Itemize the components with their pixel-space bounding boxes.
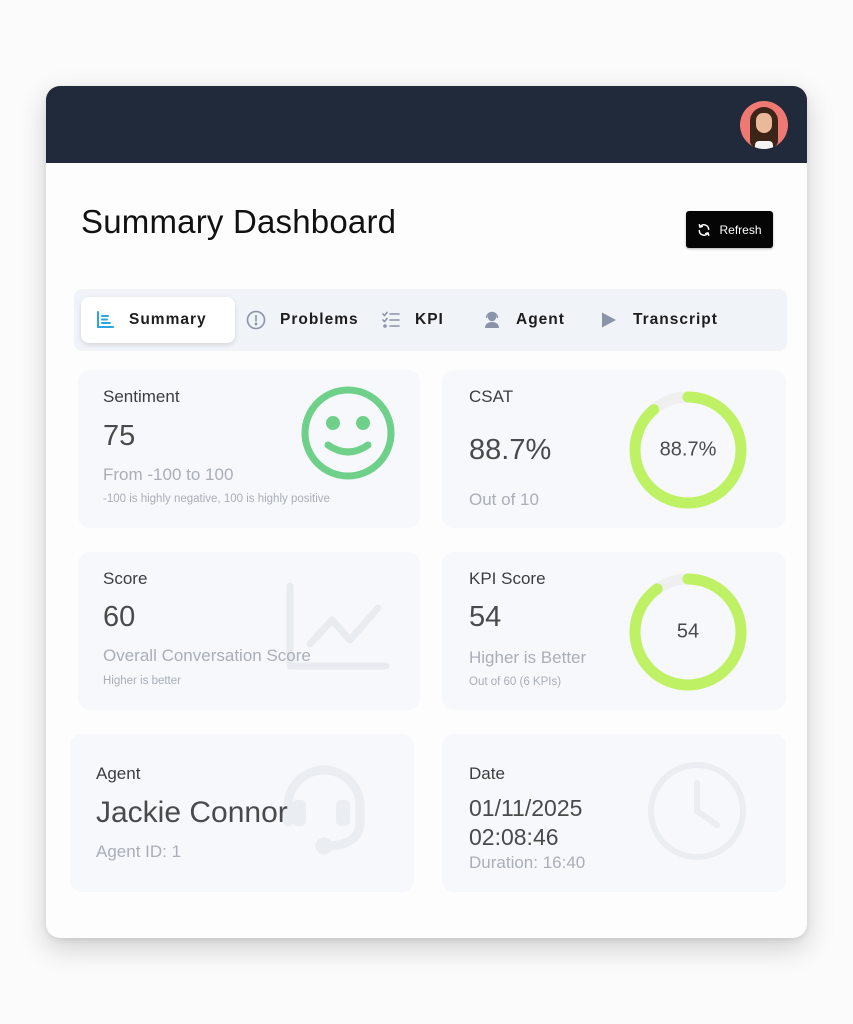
headset-agent-icon	[485, 311, 499, 328]
agent-card: Agent Jackie Connor Agent ID: 1	[70, 734, 414, 892]
line-chart-icon	[286, 582, 390, 670]
checklist-icon	[382, 311, 400, 328]
score-note: Higher is better	[103, 675, 181, 687]
csat-ring-value: 88.7%	[659, 438, 717, 461]
card-label: Score	[103, 569, 148, 588]
card-label: CSAT	[469, 387, 514, 406]
sentiment-value: 75	[103, 420, 136, 452]
refresh-label: Refresh	[719, 222, 762, 237]
refresh-button[interactable]: Refresh	[686, 211, 773, 248]
ring-chart-icon	[629, 391, 747, 509]
bar-list-icon	[97, 311, 114, 328]
top-bar	[46, 86, 807, 163]
kpi-note: Out of 60 (6 KPIs)	[469, 676, 562, 688]
avatar-shirt	[755, 141, 773, 149]
alert-circle-icon	[246, 310, 266, 330]
card-label: Sentiment	[103, 387, 180, 406]
csat-value: 88.7%	[469, 434, 552, 466]
time-value: 02:08:46	[469, 824, 559, 850]
ring-chart-icon	[629, 573, 747, 691]
csat-progress-ring: 88.7%	[628, 390, 748, 510]
kpi-card: KPI Score 54 Higher is Better Out of 60 …	[442, 552, 786, 710]
tab-transcript[interactable]: Transcript	[599, 297, 718, 343]
score-card: Score 60 Overall Conversation Score High…	[78, 552, 420, 710]
agent-id: Agent ID: 1	[96, 842, 182, 861]
tab-label: Problems	[280, 311, 359, 328]
score-description: Overall Conversation Score	[103, 646, 311, 665]
csat-card: CSAT 88.7% Out of 10 88.7%	[442, 370, 786, 528]
kpi-ring-value: 54	[676, 620, 700, 643]
duration-value: Duration: 16:40	[469, 853, 586, 872]
card-label: KPI Score	[469, 569, 546, 588]
tab-label: Agent	[516, 311, 565, 328]
avatar-face	[756, 113, 772, 133]
avatar[interactable]	[740, 101, 788, 149]
card-label: Agent	[96, 764, 141, 783]
kpi-progress-ring: 54	[628, 572, 748, 692]
card-label: Date	[469, 764, 505, 783]
tab-summary[interactable]: Summary	[81, 297, 235, 343]
tab-agent[interactable]: Agent	[482, 297, 565, 343]
date-value: 01/11/2025	[469, 795, 583, 821]
csat-note: Out of 10	[469, 490, 539, 509]
sentiment-range: From -100 to 100	[103, 465, 234, 484]
clock-icon	[648, 762, 746, 860]
play-icon	[602, 312, 616, 328]
tab-kpi[interactable]: KPI	[381, 297, 444, 343]
kpi-description: Higher is Better	[469, 648, 587, 667]
sentiment-card: Sentiment 75 From -100 to 100 -100 is hi…	[78, 370, 420, 528]
agent-name: Jackie Connor	[96, 796, 288, 829]
tab-problems[interactable]: Problems	[246, 297, 359, 343]
app-window: Summary Dashboard Refresh Summary Proble…	[46, 86, 807, 938]
tab-label: Summary	[129, 311, 207, 328]
score-value: 60	[103, 601, 136, 633]
tab-label: Transcript	[633, 311, 718, 328]
headset-icon	[283, 765, 365, 855]
smiley-face-icon	[301, 386, 395, 480]
refresh-icon	[699, 223, 710, 236]
tab-label: KPI	[415, 311, 444, 328]
kpi-value: 54	[469, 601, 502, 633]
sentiment-note: -100 is highly negative, 100 is highly p…	[103, 493, 330, 505]
page-title: Summary Dashboard	[81, 203, 397, 240]
date-card: Date 01/11/2025 02:08:46 Duration: 16:40	[442, 734, 786, 892]
tab-bar: Summary Problems KPI Agent	[74, 289, 787, 351]
